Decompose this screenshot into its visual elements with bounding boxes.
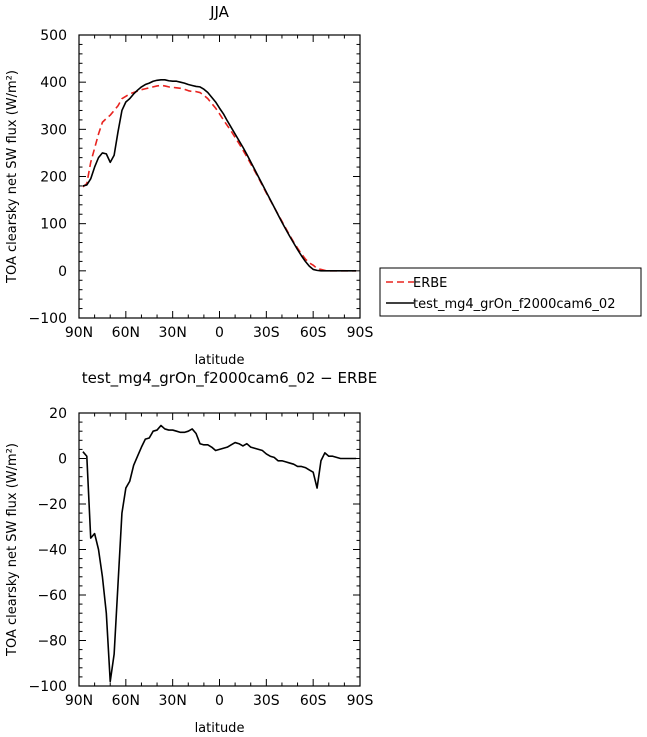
y-tick-label: −40 [37, 543, 67, 559]
y-tick-label: 0 [58, 264, 67, 280]
x-tick-label: 90N [65, 325, 93, 341]
x-tick-label: 30S [253, 693, 280, 709]
legend-entry-label: ERBE [413, 276, 447, 291]
x-tick-label: 60N [112, 325, 140, 341]
x-tick-label: 60N [112, 693, 140, 709]
y-tick-label: −100 [29, 679, 67, 695]
y-axis-label: TOA clearsky net SW flux (W/m²) [5, 443, 20, 657]
x-tick-label: 30N [159, 693, 187, 709]
legend-entry-label: test_mg4_grOn_f2000cam6_02 [413, 297, 615, 312]
y-tick-label: 400 [40, 75, 67, 91]
x-tick-label: 90S [347, 325, 374, 341]
x-axis-label: latitude [195, 353, 245, 368]
x-tick-label: 0 [215, 325, 224, 341]
chart-panel-1: 90N 60N 30N 0 30S 60S 90S −100 0 100 200 300 400 500 J… [5, 3, 642, 368]
series-line-difference [82, 424, 357, 683]
plot-frame [78, 412, 361, 687]
chart-title: JJA [209, 3, 230, 21]
y-tick-label: 100 [40, 217, 67, 233]
y-tick-label: −80 [37, 634, 67, 650]
x-tick-label: 30N [159, 325, 187, 341]
x-tick-label: 90N [65, 693, 93, 709]
y-tick-label: 0 [58, 452, 67, 468]
y-tick-label: 200 [40, 170, 67, 186]
x-axis-label: latitude [195, 721, 245, 736]
y-tick-label: −100 [29, 311, 67, 327]
y-tick-label: −20 [37, 497, 67, 513]
y-tick-label: 20 [49, 406, 67, 422]
x-tick-label: 30S [253, 325, 280, 341]
legend: ERBE test_mg4_grOn_f2000cam6_02 [379, 267, 642, 317]
series-line-erbe [82, 84, 357, 272]
y-axis-label: TOA clearsky net SW flux (W/m²) [5, 70, 20, 284]
y-tick-label: 300 [40, 122, 67, 138]
plot-frame [78, 34, 361, 319]
x-tick-label: 60S [300, 325, 327, 341]
y-tick-label: −60 [37, 588, 67, 604]
chart-panel-2: 90N 60N 30N 0 30S 60S 90S −100 −80 −60 −40 −20 0 20 te… [5, 369, 377, 736]
y-tick-label: 500 [40, 28, 67, 44]
chart-title: test_mg4_grOn_f2000cam6_02 − ERBE [82, 369, 377, 388]
x-tick-label: 0 [215, 693, 224, 709]
legend-box [379, 267, 642, 317]
series-line-test-mg4-gron-f2000cam6-02 [82, 79, 357, 272]
x-tick-label: 90S [347, 693, 374, 709]
x-tick-label: 60S [300, 693, 327, 709]
